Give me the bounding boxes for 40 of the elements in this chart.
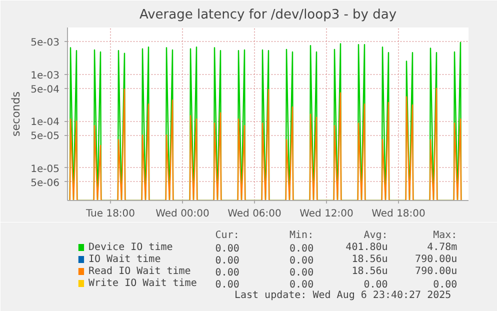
y-tick-label: 5e-05: [30, 131, 60, 142]
text: 401.80u: [346, 242, 388, 253]
text: 0.00: [290, 244, 314, 254]
y-tick-label: 5e-06: [30, 178, 60, 189]
x-tick-label: Tue 18:00: [84, 208, 136, 220]
line-series: [69, 88, 462, 200]
text: 0.00: [215, 280, 240, 290]
text: 18.56u: [352, 254, 388, 265]
text: Max:: [433, 230, 458, 241]
text: Last update: Wed Aug 6 23:40:27 2025: [234, 290, 452, 301]
text: 0.00: [290, 256, 314, 266]
text: 790.00u: [415, 254, 458, 265]
legend-label: IO Wait time: [88, 254, 161, 265]
legend-label: Device IO time: [88, 242, 173, 253]
text: Cur:: [215, 230, 240, 241]
text: 0.00: [215, 268, 240, 278]
text: 790.00u: [415, 266, 458, 277]
legend-label: Read IO Wait time: [88, 266, 191, 277]
chart-title: Average latency for /dev/loop3 - by day: [139, 8, 397, 22]
y-tick-label: 5e-04: [30, 84, 60, 96]
x-tick-label: Wed 06:00: [228, 208, 282, 220]
x-tick-label: Wed 00:00: [156, 208, 210, 220]
legend-label: Write IO Wait time: [88, 278, 197, 289]
x-tick-label: Wed 18:00: [372, 208, 426, 220]
text: 0.00: [290, 268, 314, 278]
text: 18.56u: [352, 266, 388, 277]
text: 0.00: [364, 280, 388, 290]
text: 0.00: [290, 280, 314, 290]
text: Min:: [290, 230, 314, 241]
y-axis-title: seconds: [10, 91, 23, 136]
text: 0.00: [433, 280, 458, 290]
y-tick-label: 1e-03: [30, 70, 60, 82]
x-tick-label: Wed 12:00: [300, 208, 354, 220]
text: 0.00: [215, 256, 240, 266]
text: 0.00: [215, 244, 240, 254]
y-tick-label: 1e-05: [30, 164, 60, 175]
text: Avg:: [364, 230, 388, 241]
y-tick-label: 5e-03: [30, 38, 60, 49]
y-tick-label: 1e-04: [30, 117, 60, 128]
text: 4.78m: [427, 242, 458, 253]
